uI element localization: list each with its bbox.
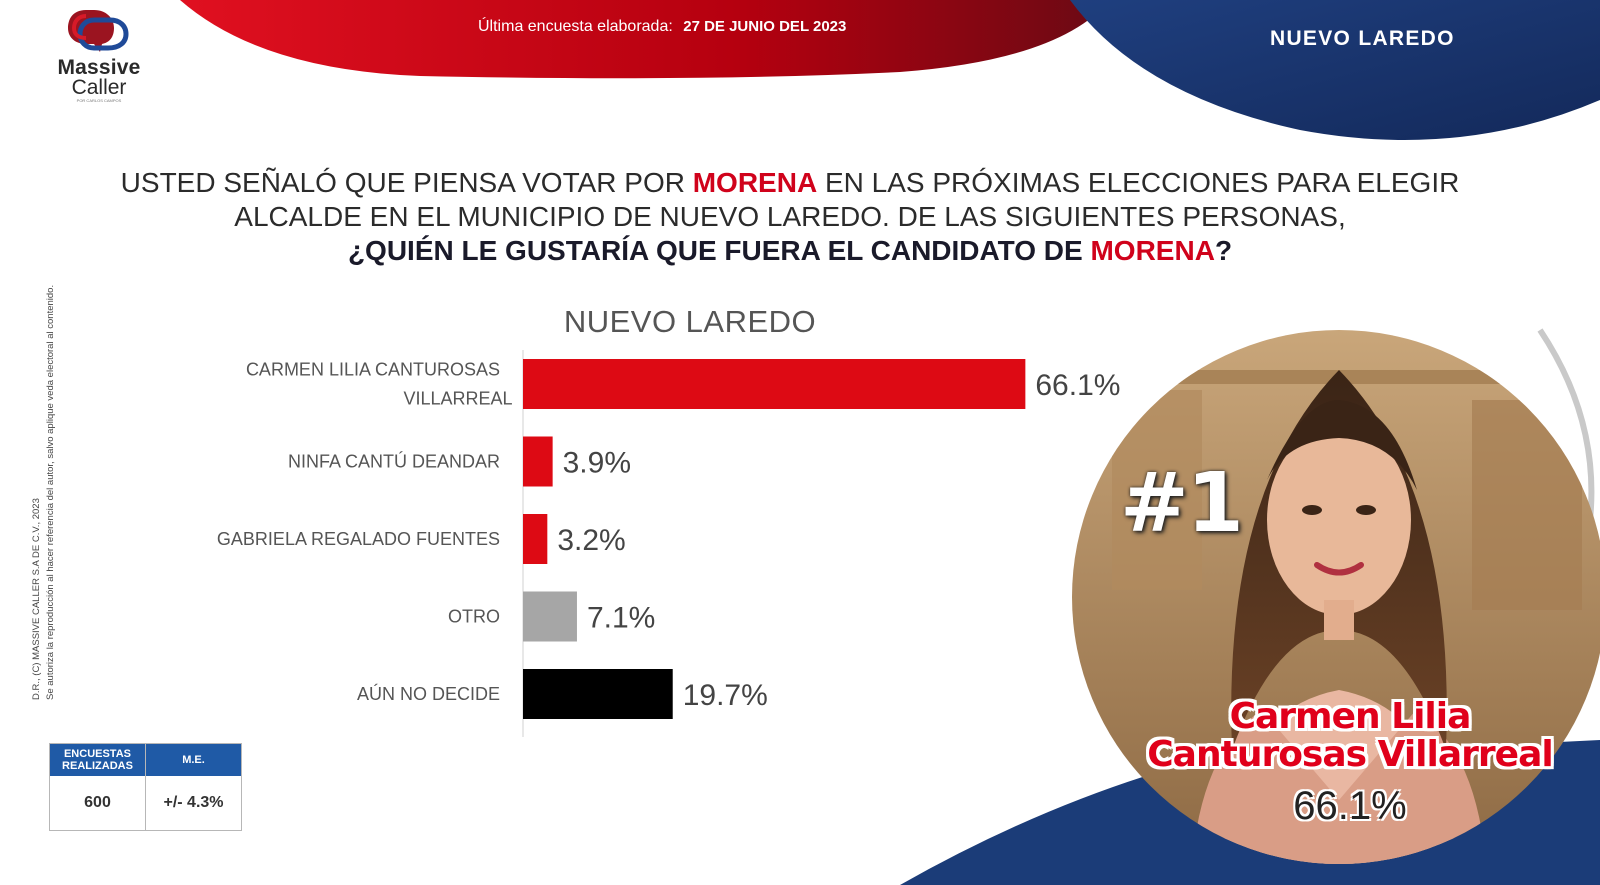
copyright-line2: Se autoriza la reproducción al hacer ref… — [45, 284, 56, 700]
value-label-4: 19.7% — [683, 679, 768, 712]
question-text-a: USTED SEÑALÓ QUE PIENSA VOTAR POR — [120, 167, 693, 198]
massive-caller-logo: Massive Caller POR CARLOS CAMPOS — [44, 6, 154, 106]
margin-error-value: +/- 4.3% — [163, 794, 224, 811]
navy-corner-shape — [1070, 0, 1600, 140]
grey-arc-shape — [1537, 328, 1595, 521]
bar-2 — [523, 514, 548, 564]
sample-header: ENCUESTAS REALIZADAS — [50, 744, 146, 776]
value-label-3: 7.1% — [587, 602, 655, 635]
winner-percentage: 66.1% — [1293, 784, 1407, 828]
value-label-1: 3.9% — [563, 447, 631, 480]
chart-title: NUEVO LAREDO — [563, 304, 817, 339]
sample-size-value: 600 — [50, 776, 146, 830]
question-line3: ¿QUIÉN LE GUSTARÍA QUE FUERA EL CANDIDAT… — [120, 234, 1460, 268]
bar-3 — [523, 591, 577, 642]
question-text-d: ? — [1214, 235, 1233, 266]
value-label-0: 66.1% — [1035, 369, 1120, 402]
logo-line2: Caller — [71, 76, 127, 99]
red-banner-shape — [180, 0, 1110, 79]
category-label-2-0: GABRIELA REGALADO FUENTES — [217, 529, 500, 549]
party-name-1: MORENA — [692, 167, 818, 198]
category-label-0-0: CARMEN LILIA CANTUROSAS — [246, 360, 500, 380]
bar-0 — [523, 359, 1026, 409]
survey-date-banner: Última encuesta elaborada: 27 DE JUNIO D… — [478, 18, 938, 36]
question-text-c: ¿QUIÉN LE GUSTARÍA QUE FUERA EL CANDIDAT… — [347, 235, 1091, 266]
party-name-2: MORENA — [1090, 235, 1215, 266]
logo-tagline: POR CARLOS CAMPOS — [76, 98, 122, 103]
question-line2: ALCALDE EN EL MUNICIPIO DE NUEVO LAREDO.… — [234, 201, 1346, 232]
question-text-b: EN LAS PRÓXIMAS ELECCIONES PARA ELEGIR — [817, 167, 1460, 198]
rank-badge: #1 — [1120, 456, 1244, 551]
stats-value-row: 600 +/- 4.3% — [50, 776, 241, 830]
region-title: NUEVO LAREDO — [1270, 27, 1455, 50]
sample-header-line2: REALIZADAS — [62, 760, 133, 772]
bar-1 — [523, 436, 553, 487]
question-line1: USTED SEÑALÓ QUE PIENSA VOTAR POR MORENA… — [120, 166, 1460, 200]
value-label-2: 3.2% — [557, 524, 625, 557]
copyright-note: D.R., (C) MASSIVE CALLER S.A DE C.V., 20… — [30, 180, 70, 700]
speech-bubbles-icon — [68, 10, 129, 52]
sample-header-line1: ENCUESTAS — [63, 748, 131, 760]
category-label-1-0: NINFA CANTÚ DEANDAR — [288, 451, 500, 472]
bar-4 — [523, 669, 673, 719]
category-label-4-0: AÚN NO DECIDE — [357, 683, 500, 704]
winner-name-line2: Canturosas Villarreal — [1147, 734, 1553, 775]
candidate-photo — [1072, 330, 1600, 864]
category-label-0-1: VILLARREAL — [403, 389, 512, 409]
survey-stats-table: ENCUESTAS REALIZADAS M.E. 600 +/- 4.3% — [49, 743, 242, 831]
survey-question: USTED SEÑALÓ QUE PIENSA VOTAR POR MORENA… — [120, 166, 1460, 268]
winner-name-line1: Carmen Lilia — [1229, 696, 1472, 737]
category-label-3-0: OTRO — [448, 607, 500, 627]
margin-header: M.E. — [182, 754, 205, 766]
copyright-line1: D.R., (C) MASSIVE CALLER S.A DE C.V., 20… — [31, 498, 42, 700]
bar-chart: 66.1% CARMEN LILIA CANTUROSAS VILLARREAL 3.… — [217, 350, 1120, 737]
logo-line1: Massive — [57, 56, 141, 79]
survey-date-value: 27 DE JUNIO DEL 2023 — [683, 18, 847, 35]
survey-date-label: Última encuesta elaborada: — [478, 18, 673, 35]
stats-header-row: ENCUESTAS REALIZADAS M.E. — [50, 744, 241, 776]
winner-name: Carmen Lilia Canturosas Villarreal — [1100, 698, 1600, 774]
